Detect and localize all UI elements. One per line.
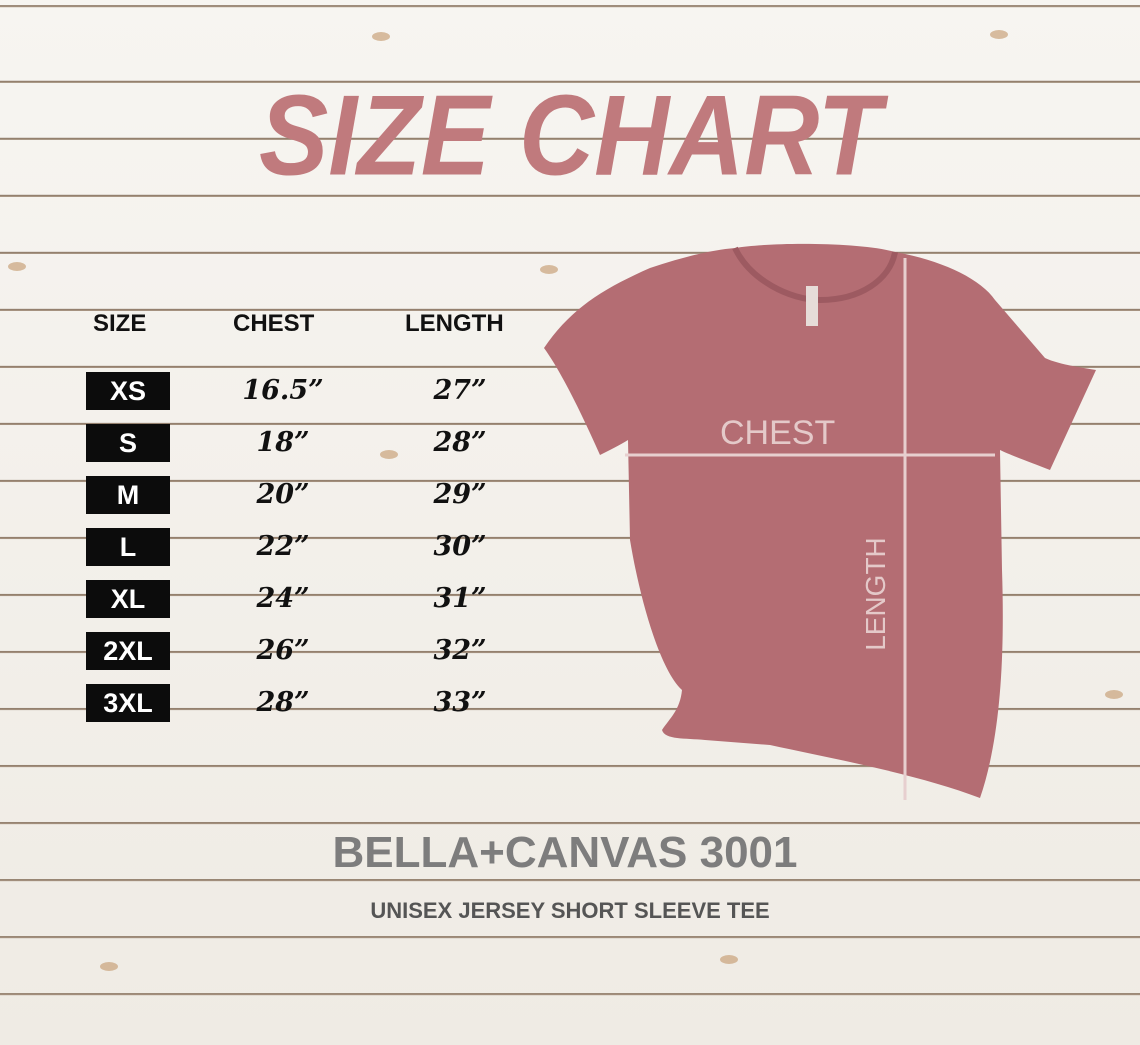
size-badge: 2XL [86, 632, 170, 670]
length-value: 33” [433, 687, 487, 718]
wood-knot [380, 450, 398, 459]
length-value: 31” [433, 583, 487, 614]
length-label: LENGTH [860, 537, 891, 651]
wood-knot [990, 30, 1008, 39]
length-value: 27” [433, 375, 487, 406]
length-value: 29” [433, 479, 487, 510]
header-size: SIZE [93, 310, 147, 337]
wood-knot [8, 262, 26, 271]
wood-knot [1105, 690, 1123, 699]
page-title: SIZE CHART [258, 72, 882, 200]
wood-knot [720, 955, 738, 964]
chest-label: CHEST [720, 414, 836, 452]
chest-value: 20” [256, 479, 310, 510]
brand-name: BELLA+CANVAS 3001 [332, 828, 798, 877]
length-value: 28” [433, 427, 487, 458]
size-badge: 3XL [86, 684, 170, 722]
size-badge: M [86, 476, 170, 514]
size-badge: XL [86, 580, 170, 618]
wood-knot [372, 32, 390, 41]
header-chest: CHEST [233, 310, 315, 337]
tshirt-diagram [544, 243, 1096, 800]
tshirt-shape [544, 243, 1096, 798]
size-badge: S [86, 424, 170, 462]
size-badge: XS [86, 372, 170, 410]
chest-value: 24” [256, 583, 310, 614]
chest-value: 28” [256, 687, 310, 718]
chest-value: 16.5” [242, 375, 324, 406]
tshirt-collar [732, 246, 898, 304]
chest-value: 22” [256, 531, 310, 562]
length-value: 30” [433, 531, 487, 562]
chest-value: 26” [256, 635, 310, 666]
chest-value: 18” [256, 427, 310, 458]
header-length: LENGTH [405, 310, 504, 337]
size-badge: L [86, 528, 170, 566]
wood-knot [100, 962, 118, 971]
wood-knot [540, 265, 558, 274]
length-value: 32” [433, 635, 487, 666]
product-subtitle: UNISEX JERSEY SHORT SLEEVE TEE [370, 898, 770, 923]
tag [806, 286, 818, 326]
